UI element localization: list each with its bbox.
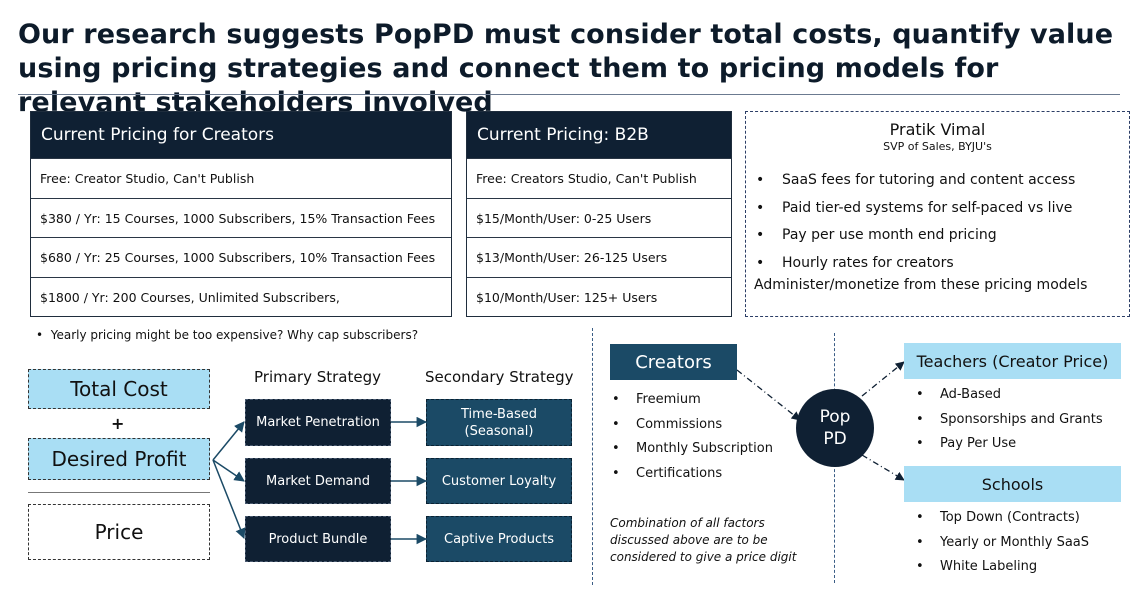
customer-loyalty-box: Customer Loyalty xyxy=(426,458,572,504)
seasonal-label: (Seasonal) xyxy=(464,423,534,439)
list-item: • Certifications xyxy=(608,462,773,487)
primary-strategy-heading: Primary Strategy xyxy=(254,368,382,386)
bullet-icon: • xyxy=(612,441,620,456)
table-row: $380 / Yr: 15 Courses, 1000 Subscribers,… xyxy=(31,197,451,238)
plus-sign: + xyxy=(111,414,125,433)
list-item: • Top Down (Contracts) xyxy=(912,506,1089,531)
expert-quote-box: Pratik Vimal SVP of Sales, BYJU's • SaaS … xyxy=(745,111,1130,317)
table-row: Free: Creators Studio, Can't Publish xyxy=(467,158,731,198)
list-item: • SaaS fees for tutoring and content acce… xyxy=(746,167,1129,195)
hub-label-line1: Pop xyxy=(819,407,851,427)
arrow-profit-to-bundle xyxy=(212,459,246,539)
expert-name: Pratik Vimal xyxy=(889,120,986,139)
bullet-icon: • xyxy=(612,416,620,432)
bullet-icon: • xyxy=(36,328,44,342)
time-based-box: Time-Based (Seasonal) xyxy=(426,399,572,446)
creators-table-header: Current Pricing for Creators xyxy=(31,112,451,158)
bullet-icon: • xyxy=(916,411,924,427)
creators-box: Creators xyxy=(610,344,737,380)
bullet-icon: • xyxy=(756,172,765,188)
expert-bullets: • SaaS fees for tutoring and content acce… xyxy=(746,167,1129,277)
arrow-creators-to-hub xyxy=(736,369,801,421)
title-divider xyxy=(18,94,1120,95)
arrow-profit-to-penetration xyxy=(212,421,245,461)
creators-pricing-table: Current Pricing for Creators Free: Creat… xyxy=(30,111,452,317)
table-row: $1800 / Yr: 200 Courses, Unlimited Subsc… xyxy=(31,276,451,317)
price-box: Price xyxy=(28,504,210,560)
product-bundle-box: Product Bundle xyxy=(245,516,391,562)
teachers-models-list: • Ad-Based • Sponsorships and Grants • Pay … xyxy=(912,383,1103,457)
secondary-strategy-heading: Secondary Strategy xyxy=(425,368,574,386)
time-based-label: Time-Based xyxy=(461,406,537,422)
list-item: • Pay per use month end pricing xyxy=(746,222,1129,250)
divider-line xyxy=(28,492,210,493)
list-item: • Paid tier-ed systems for self-paced vs … xyxy=(746,195,1129,223)
bullet-icon: • xyxy=(756,199,765,216)
list-item: • Pay Per Use xyxy=(912,432,1103,457)
expert-closing: Administer/monetize from these pricing m… xyxy=(754,277,1088,293)
table-row: $15/Month/User: 0-25 Users xyxy=(467,197,731,238)
bullet-icon: • xyxy=(916,436,924,451)
pricing-note: • Yearly pricing might be too expensive?… xyxy=(36,328,419,342)
table-row: $10/Month/User: 125+ Users xyxy=(467,276,731,317)
b2b-pricing-table: Current Pricing: B2B Free: Creators Stud… xyxy=(466,111,732,317)
table-row: $680 / Yr: 25 Courses, 1000 Subscribers,… xyxy=(31,237,451,277)
bullet-icon: • xyxy=(916,559,924,574)
list-item: • Ad-Based xyxy=(912,383,1103,408)
list-item: • Commissions xyxy=(608,413,773,438)
market-demand-box: Market Demand xyxy=(245,458,391,504)
arrow-hub-to-teachers xyxy=(861,361,905,397)
bullet-icon: • xyxy=(916,534,924,550)
bullet-icon: • xyxy=(756,254,765,271)
captive-products-box: Captive Products xyxy=(426,516,572,562)
table-row: Free: Creator Studio, Can't Publish xyxy=(31,158,451,198)
bullet-icon: • xyxy=(916,510,924,525)
b2b-table-header: Current Pricing: B2B xyxy=(467,112,731,158)
page-title: Our research suggests PopPD must conside… xyxy=(18,19,1114,118)
poppd-hub: Pop PD xyxy=(796,389,874,467)
schools-box: Schools xyxy=(904,466,1121,502)
table-row: $13/Month/User: 26-125 Users xyxy=(467,237,731,277)
bullet-icon: • xyxy=(612,465,620,481)
bullet-icon: • xyxy=(756,227,765,243)
list-item: • White Labeling xyxy=(912,555,1089,580)
hub-label-line2: PD xyxy=(823,429,847,449)
list-item: • Yearly or Monthly SaaS xyxy=(912,531,1089,556)
arrow-hub-to-schools xyxy=(861,454,905,481)
total-cost-box: Total Cost xyxy=(28,369,210,409)
market-penetration-box: Market Penetration xyxy=(245,399,391,446)
teachers-box: Teachers (Creator Price) xyxy=(904,343,1121,379)
list-item: • Hourly rates for creators xyxy=(746,250,1129,278)
bullet-icon: • xyxy=(612,392,620,407)
list-item: • Monthly Subscription xyxy=(608,437,773,462)
bullet-icon: • xyxy=(916,387,924,402)
desired-profit-box: Desired Profit xyxy=(28,438,210,480)
combination-note: Combination of all factors discussed abo… xyxy=(610,516,797,564)
arrow-profit-to-demand xyxy=(212,459,245,482)
section-divider xyxy=(592,328,593,585)
list-item: • Sponsorships and Grants xyxy=(912,408,1103,433)
schools-models-list: • Top Down (Contracts) • Yearly or Monthly… xyxy=(912,506,1089,580)
list-item: • Freemium xyxy=(608,388,773,413)
creators-models-list: • Freemium • Commissions • Monthly Subscrip… xyxy=(608,388,773,486)
expert-role: SVP of Sales, BYJU's xyxy=(883,140,992,153)
